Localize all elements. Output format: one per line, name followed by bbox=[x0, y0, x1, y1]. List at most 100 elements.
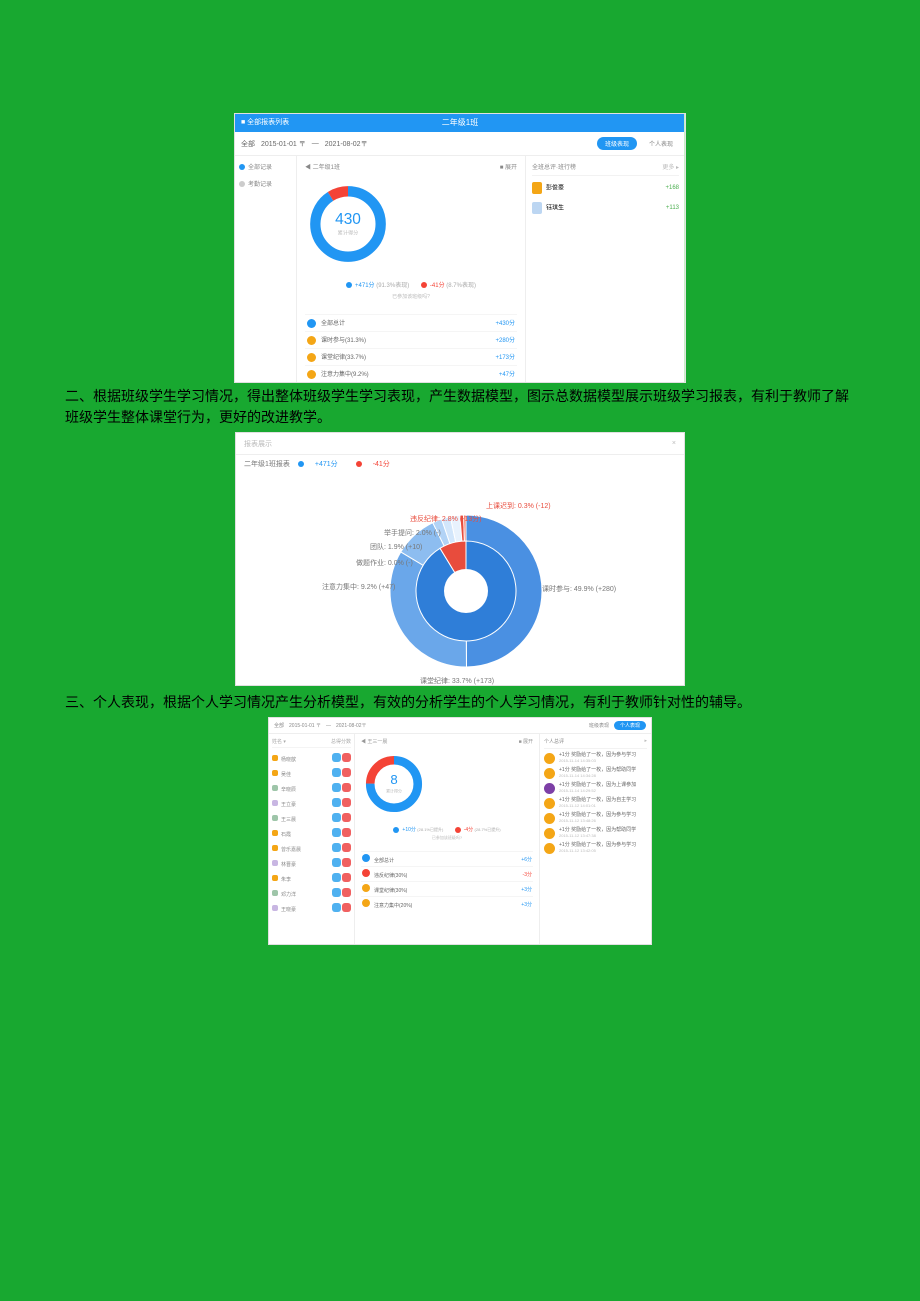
filter-all[interactable]: 全部 bbox=[274, 722, 284, 729]
pie-label: 违反纪律: 2.8% (-13分) bbox=[410, 514, 482, 523]
personal-donut-chart: 8 累计得分 bbox=[361, 751, 427, 817]
event-row[interactable]: +1分 奖励给了一枚，因为参与学习2015-11-14 14:35:03 bbox=[544, 752, 647, 764]
student-row[interactable]: 杨晓歆 bbox=[272, 751, 351, 766]
avatar-icon bbox=[272, 905, 278, 911]
tab-person-report[interactable]: 个人表现 bbox=[614, 721, 646, 730]
event-row[interactable]: +1分 奖励给了一枚，因为上课参加2015-11-14 14:29:52 bbox=[544, 782, 647, 794]
avatar-icon bbox=[532, 202, 542, 214]
student-row[interactable]: 曾乐嘉晨 bbox=[272, 841, 351, 856]
event-row[interactable]: +1分 奖励给了一枚，因为帮助同学2015-11-14 14:34:28 bbox=[544, 767, 647, 779]
document-page: ■ 全部报表列表 二年级1班 全部 2015-01-01 〒 — 2021-08… bbox=[65, 113, 855, 945]
category-row[interactable]: 课堂纪律(33.7%)+173分 bbox=[305, 348, 517, 365]
screenshot-class-pie: 报表展示 × 二年级1班报表 +471分 -41分 上课迟到: 0.3% (-1… bbox=[235, 432, 685, 686]
personal-main: ◀ 王三一晨 ■ 展开 8 累计得分 +10分 (28.1%已提升) -4分 (… bbox=[355, 734, 539, 945]
category-row[interactable]: 全部总计+6分 bbox=[361, 851, 533, 866]
category-row[interactable]: 注意力集中(20%)+3分 bbox=[361, 896, 533, 911]
filter-bar: 全部 2015-01-01 〒 — 2021-08-02〒 班级表现 个人表现 bbox=[235, 132, 685, 156]
sidebar-item-attendance[interactable]: 考勤记录 bbox=[239, 179, 292, 188]
share-button[interactable]: ■ 展开 bbox=[519, 738, 533, 745]
event-row[interactable]: +1分 奖励给了一枚，因为参与学习2015-11-12 13:42:05 bbox=[544, 842, 647, 854]
dot-icon bbox=[239, 164, 245, 170]
share-button[interactable]: ■ 展开 bbox=[500, 162, 517, 171]
category-row[interactable]: 违反纪律(30%)-3分 bbox=[361, 866, 533, 881]
pie-label: 上课迟到: 0.3% (-12) bbox=[486, 501, 551, 510]
feed-title: 个人总评 bbox=[544, 738, 564, 745]
filter-date-to[interactable]: 2021-08-02〒 bbox=[336, 722, 367, 729]
event-row[interactable]: +1分 奖励给了一枚，因为自主学习2015-11-12 14:01:01 bbox=[544, 797, 647, 809]
event-row[interactable]: +1分 奖励给了一枚，因为帮助同学2015-11-12 13:47:38 bbox=[544, 827, 647, 839]
breadcrumb[interactable]: ◀ 王三一晨 bbox=[361, 738, 387, 745]
class-pie-chart: 上课迟到: 0.3% (-12) 违反纪律: 2.8% (-13分) 举手提问: 2… bbox=[236, 473, 685, 686]
legend-dot-pos-icon bbox=[346, 282, 352, 288]
student-row[interactable]: 王晓豪 bbox=[272, 901, 351, 916]
ranking-row[interactable]: 彭俊豪+168 bbox=[532, 182, 679, 194]
titlebar: ■ 全部报表列表 二年级1班 bbox=[235, 114, 685, 132]
pie-label: 举手提问: 2.0% (-) bbox=[384, 528, 441, 537]
student-row[interactable]: 邓力洋 bbox=[272, 886, 351, 901]
medal-icon bbox=[544, 753, 555, 764]
student-row[interactable]: 辛晓辰 bbox=[272, 781, 351, 796]
student-row[interactable]: 王三晨 bbox=[272, 811, 351, 826]
modal-title: 报表展示 bbox=[244, 439, 272, 449]
pie-label: 团队: 1.9% (+10) bbox=[370, 542, 422, 551]
screenshot-personal-report: 全部 2015-01-01 〒 — 2021-08-02〒 班级表现 个人表现 … bbox=[268, 717, 652, 945]
sidebar-item-all[interactable]: 全部记录 bbox=[239, 162, 292, 171]
medal-icon bbox=[544, 768, 555, 779]
medal-icon bbox=[544, 828, 555, 839]
svg-text:累计得分: 累计得分 bbox=[338, 228, 359, 236]
category-row[interactable]: 课时参与(31.3%)+280分 bbox=[305, 331, 517, 348]
avatar-icon bbox=[272, 785, 278, 791]
category-row[interactable]: 注意力集中(9.2%)+47分 bbox=[305, 365, 517, 382]
close-icon[interactable]: × bbox=[672, 440, 676, 447]
avatar-icon bbox=[272, 875, 278, 881]
filter-date-to[interactable]: 2021-08-02〒 bbox=[325, 139, 368, 149]
category-rows: 全部总计+6分违反纪律(30%)-3分课堂纪律(30%)+3分注意力集中(20%… bbox=[361, 851, 533, 911]
donut-legend: +471分 (91.3%表现) -41分 (8.7%表现) bbox=[305, 280, 517, 289]
filter-date-from[interactable]: 2015-01-01 〒 bbox=[261, 139, 306, 149]
badge-icon bbox=[362, 899, 370, 907]
titlebar-left: ■ 全部报表列表 bbox=[241, 114, 289, 132]
badge-icon bbox=[362, 884, 370, 892]
main-panel: ◀ 二年级1班 ■ 展开 430 累计得分 +471分 (91.3%表现) -4… bbox=[297, 156, 525, 383]
category-rows: 全部总计+430分课时参与(31.3%)+280分课堂纪律(33.7%)+173… bbox=[305, 314, 517, 383]
student-row[interactable]: 林晋豪 bbox=[272, 856, 351, 871]
pie-label: 注意力集中: 9.2% (+47) bbox=[322, 582, 395, 591]
legend-dot-pos-icon bbox=[393, 827, 399, 833]
avatar-icon bbox=[272, 755, 278, 761]
event-feed: 个人总评 ▸ +1分 奖励给了一枚，因为参与学习2015-11-14 14:35:… bbox=[539, 734, 651, 945]
ranking-title: 全班总评·班行榜 bbox=[532, 162, 576, 171]
filter-date-from[interactable]: 2015-01-01 〒 bbox=[289, 722, 321, 729]
ranking-row[interactable]: 钰琪生+113 bbox=[532, 202, 679, 214]
category-row[interactable]: 课堂纪律(30%)+3分 bbox=[361, 881, 533, 896]
tab-person-report[interactable]: 个人表现 bbox=[643, 137, 679, 150]
filter-all[interactable]: 全部 bbox=[241, 139, 255, 149]
pie-label: 课时参与: 49.9% (+280) bbox=[542, 584, 616, 593]
avatar-icon bbox=[272, 890, 278, 896]
feed-more[interactable]: ▸ bbox=[644, 738, 647, 745]
paragraph-2: 二、根据班级学生学习情况，得出整体班级学生学习表现，产生数据模型，图示总数据模型… bbox=[65, 386, 855, 428]
tab-class-report[interactable]: 班级表现 bbox=[589, 722, 609, 729]
tab-class-report[interactable]: 班级表现 bbox=[597, 137, 637, 150]
dot-icon bbox=[239, 181, 245, 187]
score-donut-chart: 430 累计得分 bbox=[305, 181, 391, 267]
student-row[interactable]: 吴佳 bbox=[272, 766, 351, 781]
category-row[interactable]: 违反纪律(4.1%)- bbox=[305, 382, 517, 383]
avatar-icon bbox=[532, 182, 542, 194]
category-row[interactable]: 全部总计+430分 bbox=[305, 314, 517, 331]
student-row[interactable]: 朱李 bbox=[272, 871, 351, 886]
event-row[interactable]: +1分 奖励给了一枚，因为参与学习2015-11-12 13:48:26 bbox=[544, 812, 647, 824]
ranking-more[interactable]: 更多 ▸ bbox=[662, 162, 679, 171]
legend-dot-neg-icon bbox=[356, 461, 362, 467]
medal-icon bbox=[544, 843, 555, 854]
donut-sublegend: 已参加该班级吗? bbox=[305, 293, 517, 300]
pie-area: 上课迟到: 0.3% (-12) 违反纪律: 2.8% (-13分) 举手提问: 2… bbox=[236, 473, 684, 686]
pie-label: 做题作业: 0.0% (-) bbox=[356, 558, 413, 567]
badge-icon bbox=[362, 869, 370, 877]
breadcrumb[interactable]: ◀ 二年级1班 bbox=[305, 162, 340, 171]
student-row[interactable]: 石霞 bbox=[272, 826, 351, 841]
student-list: 姓名 ▾总得分数 杨晓歆 吴佳 辛晓辰 王立豪 王三晨 石霞 曾乐嘉晨 林晋豪 … bbox=[269, 734, 355, 945]
student-row[interactable]: 王立豪 bbox=[272, 796, 351, 811]
titlebar-title: 二年级1班 bbox=[442, 118, 478, 127]
pie-subtitle: 二年级1班报表 bbox=[244, 459, 290, 469]
legend-dot-pos-icon bbox=[298, 461, 304, 467]
